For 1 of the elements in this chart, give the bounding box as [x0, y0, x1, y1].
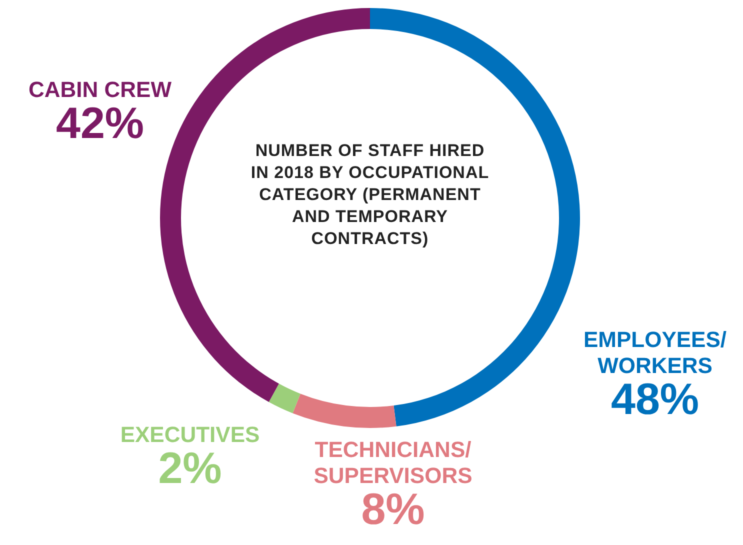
- text: NUMBER OF STAFF HIRED IN 2018 BY OCCUPATIONAL CATEGORY (PERMANENT AND TEMPORARY CONTRACTS): [250, 140, 490, 250]
